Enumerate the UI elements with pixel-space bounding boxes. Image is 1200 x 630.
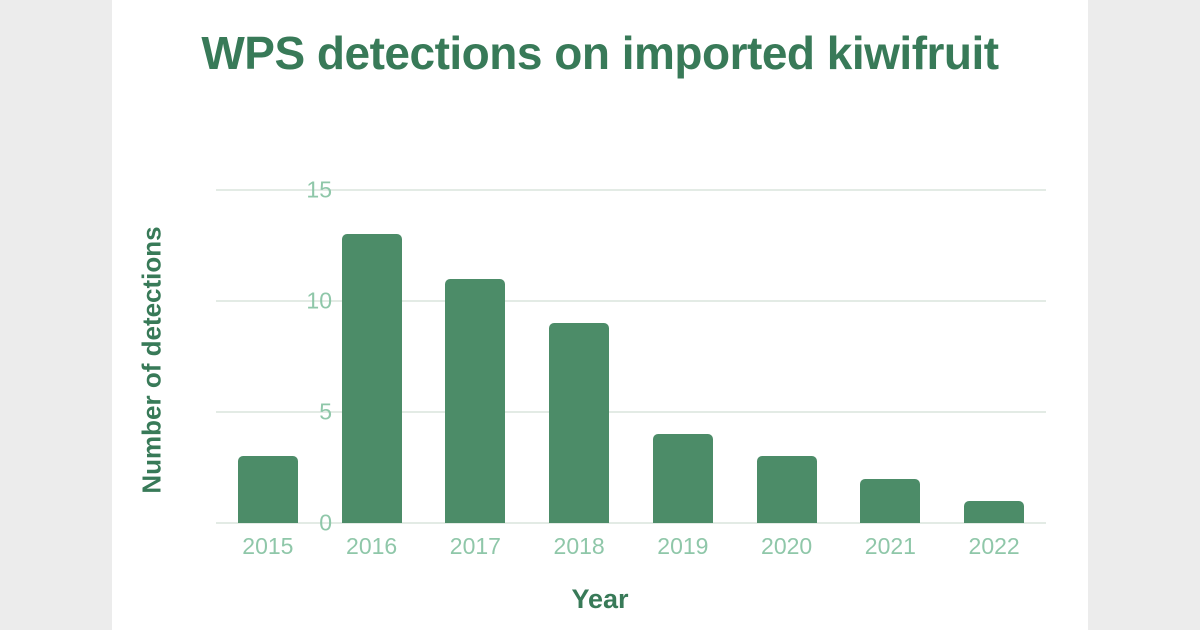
- y-tick-label: 10: [306, 287, 332, 314]
- bar-2021: [860, 479, 921, 523]
- y-tick-label: 15: [306, 176, 332, 203]
- bar-2017: [445, 279, 506, 523]
- bar-2015: [237, 456, 298, 523]
- x-tick-label: 2021: [864, 533, 916, 559]
- gridline: [216, 522, 1046, 524]
- bar-2019: [652, 434, 713, 523]
- bar-2016: [341, 234, 402, 523]
- chart-card: WPS detections on imported kiwifruit Num…: [112, 0, 1088, 630]
- x-tick-label: 2017: [449, 533, 501, 559]
- bar-2018: [549, 323, 610, 523]
- gridline: [216, 189, 1046, 191]
- x-tick-label: 2019: [657, 533, 709, 559]
- gridline: [216, 411, 1046, 413]
- x-tick-label: 2020: [761, 533, 813, 559]
- bar-2020: [756, 456, 817, 523]
- plot-area: [216, 189, 1046, 524]
- x-tick-labels: 2015 2016 2017 2018 2019 2020 2021 2022: [216, 533, 1046, 560]
- bar-2022: [964, 501, 1025, 523]
- x-axis-label: Year: [571, 584, 629, 614]
- x-tick-label: 2016: [346, 533, 398, 559]
- gridline: [216, 300, 1046, 302]
- y-tick-label: 0: [319, 509, 332, 536]
- x-tick-label: 2015: [242, 533, 294, 559]
- x-tick-label: 2022: [968, 533, 1020, 559]
- chart-title: WPS detections on imported kiwifruit: [201, 27, 999, 79]
- bars-row: [216, 190, 1046, 523]
- x-tick-label: 2018: [553, 533, 605, 559]
- y-tick-label: 5: [319, 398, 332, 425]
- y-axis-label: Number of detections: [136, 226, 167, 494]
